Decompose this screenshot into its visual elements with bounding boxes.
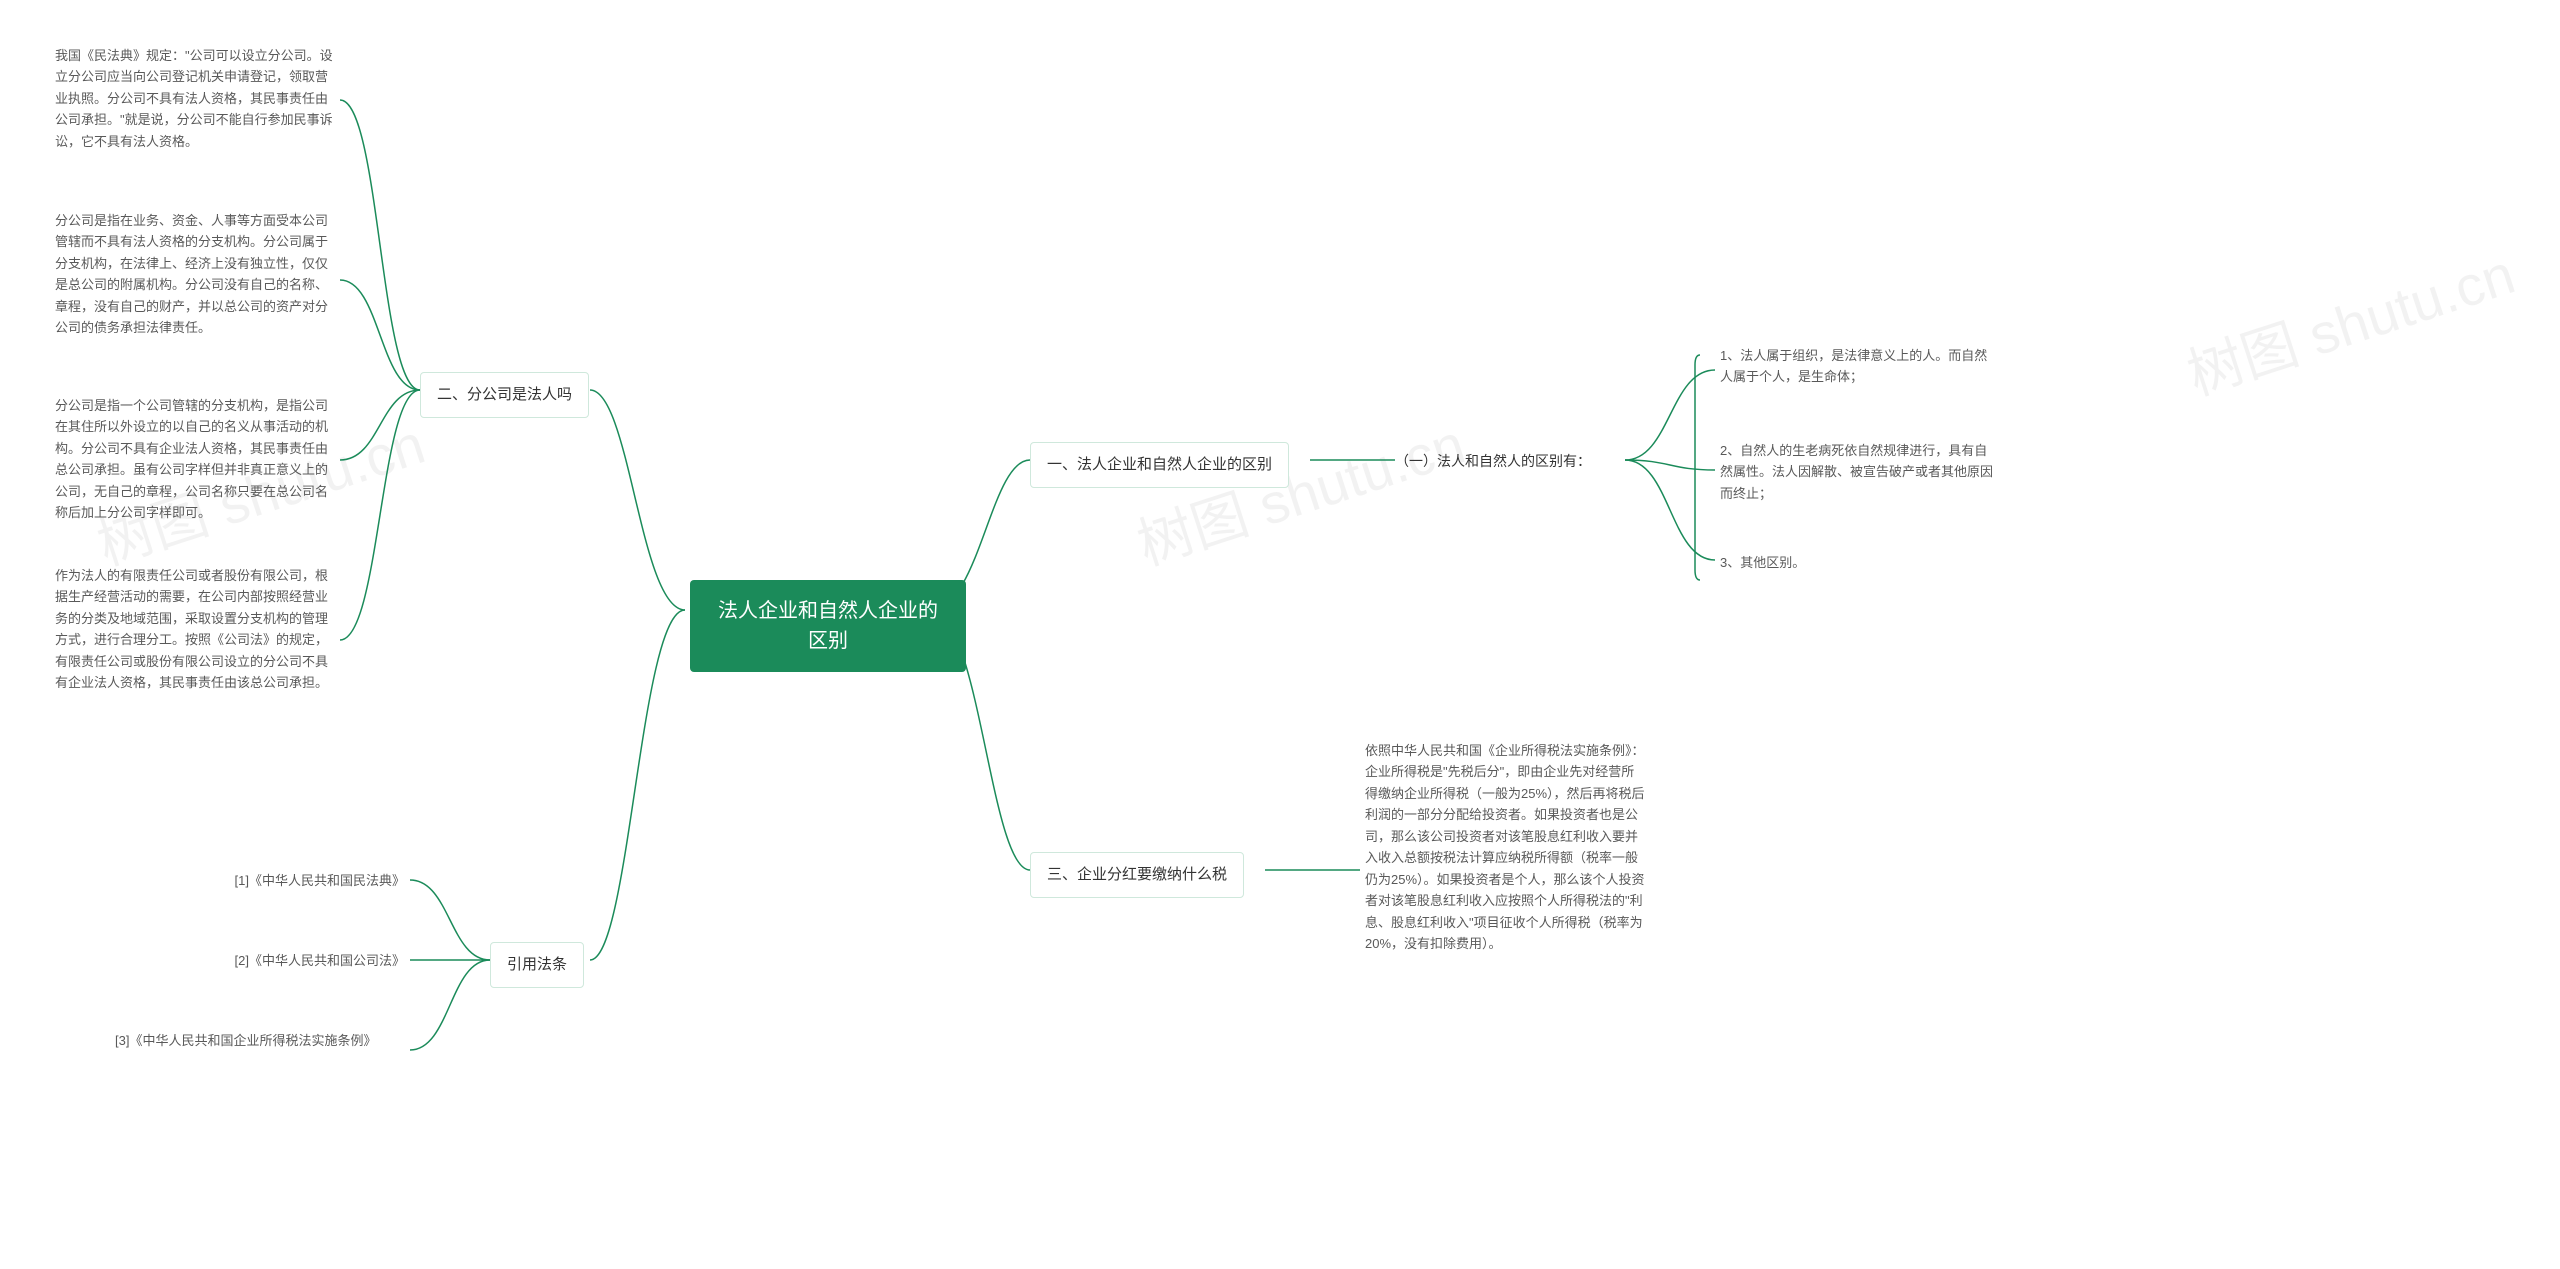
branch-node-right-3: 三、企业分红要缴纳什么税 [1030,852,1244,898]
leaf-node: [3]《中华人民共和国企业所得税法实施条例》 [115,1030,395,1051]
branch-node-right-1: 一、法人企业和自然人企业的区别 [1030,442,1289,488]
sub-branch-node: （一）法人和自然人的区别有： [1395,450,1591,472]
leaf-node: 我国《民法典》规定："公司可以设立分公司。设立分公司应当向公司登记机关申请登记，… [55,45,335,152]
connector-lines [0,0,2560,1269]
leaf-node: 分公司是指一个公司管辖的分支机构，是指公司在其住所以外设立的以自己的名义从事活动… [55,395,335,524]
branch-node-left-2: 二、分公司是法人吗 [420,372,589,418]
leaf-node: 3、其他区别。 [1720,552,1995,573]
leaf-node: 依照中华人民共和国《企业所得税法实施条例》：企业所得税是"先税后分"，即由企业先… [1365,740,1645,954]
center-node: 法人企业和自然人企业的 区别 [690,580,966,672]
leaf-node: 1、法人属于组织，是法律意义上的人。而自然人属于个人，是生命体； [1720,345,1995,388]
leaf-node: 分公司是指在业务、资金、人事等方面受本公司管辖而不具有法人资格的分支机构。分公司… [55,210,335,339]
leaf-node: [1]《中华人民共和国民法典》 [175,870,405,891]
leaf-node: 2、自然人的生老病死依自然规律进行，具有自然属性。法人因解散、被宣告破产或者其他… [1720,440,1995,504]
branch-node-left-ref: 引用法条 [490,942,584,988]
leaf-node: 作为法人的有限责任公司或者股份有限公司，根据生产经营活动的需要，在公司内部按照经… [55,565,335,694]
leaf-node: [2]《中华人民共和国公司法》 [175,950,405,971]
watermark: 树图 shutu.cn [1126,400,1474,582]
watermark: 树图 shutu.cn [2176,230,2524,412]
